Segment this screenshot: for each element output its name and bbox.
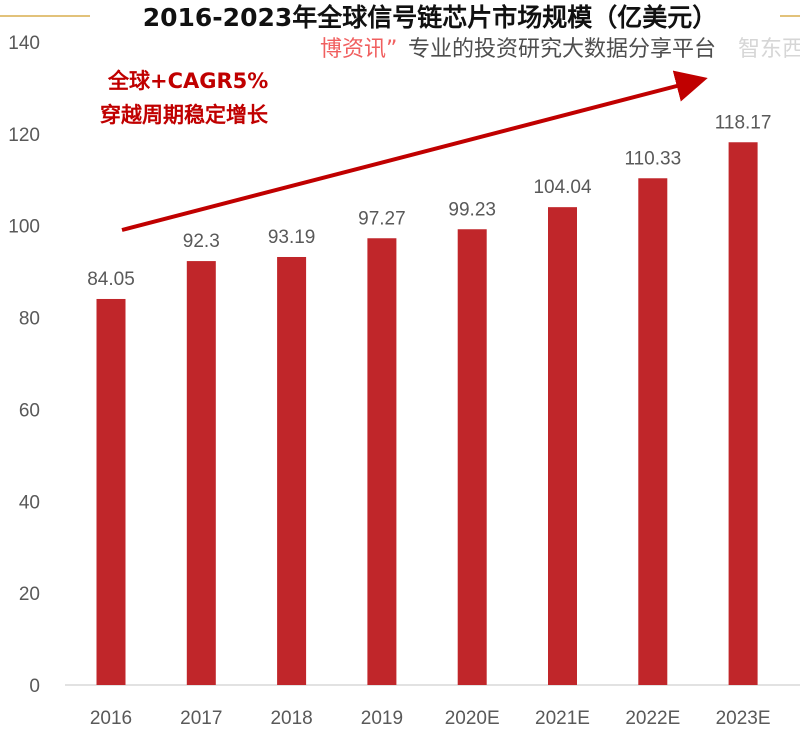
- y-tick-label: 60: [19, 400, 40, 421]
- x-tick-label: 2021E: [535, 708, 590, 729]
- x-tick-label: 2023E: [716, 708, 771, 729]
- bar-2018: [277, 256, 307, 685]
- x-tick-label: 2017: [180, 708, 222, 729]
- y-tick-label: 120: [8, 125, 40, 146]
- annotation-line1: 全球+CAGR5%: [107, 69, 268, 93]
- x-tick-label: 2020E: [445, 708, 500, 729]
- data-label: 93.19: [268, 227, 316, 248]
- trend-arrow: [121, 70, 708, 232]
- x-tick-label: 2019: [361, 708, 403, 729]
- x-tick-label: 2016: [90, 708, 132, 729]
- bar-2017: [186, 261, 216, 685]
- y-tick-label: 80: [19, 309, 40, 330]
- y-tick-label: 100: [8, 217, 40, 238]
- corner-logo-watermark: 智东西: [738, 37, 800, 62]
- bar-2021E: [548, 207, 577, 685]
- data-label: 110.33: [624, 148, 681, 169]
- source-watermark-brand: 博资讯”: [320, 37, 397, 62]
- bar-2016: [96, 298, 126, 685]
- data-label: 92.3: [183, 231, 220, 252]
- chart-title: 2016-2023年全球信号链芯片市场规模（亿美元）: [143, 3, 718, 32]
- source-watermark-slogan: 专业的投资研究大数据分享平台: [408, 37, 716, 62]
- annotation-line2: 穿越周期稳定增长: [100, 103, 269, 127]
- data-label: 104.04: [533, 177, 592, 198]
- data-label: 99.23: [448, 199, 496, 220]
- bar-2022E: [638, 178, 668, 685]
- data-label: 84.05: [87, 269, 135, 290]
- bar-2023E: [728, 142, 758, 685]
- y-tick-label: 20: [19, 584, 40, 605]
- x-tick-label: 2022E: [625, 708, 680, 729]
- bar-2020E: [457, 229, 487, 685]
- bar-2019: [367, 238, 397, 685]
- y-tick-label: 140: [8, 33, 40, 54]
- x-tick-label: 2018: [270, 708, 312, 729]
- y-tick-label: 40: [19, 492, 40, 513]
- y-tick-label: 0: [29, 676, 40, 697]
- data-label: 118.17: [715, 112, 772, 133]
- data-label: 97.27: [358, 208, 406, 229]
